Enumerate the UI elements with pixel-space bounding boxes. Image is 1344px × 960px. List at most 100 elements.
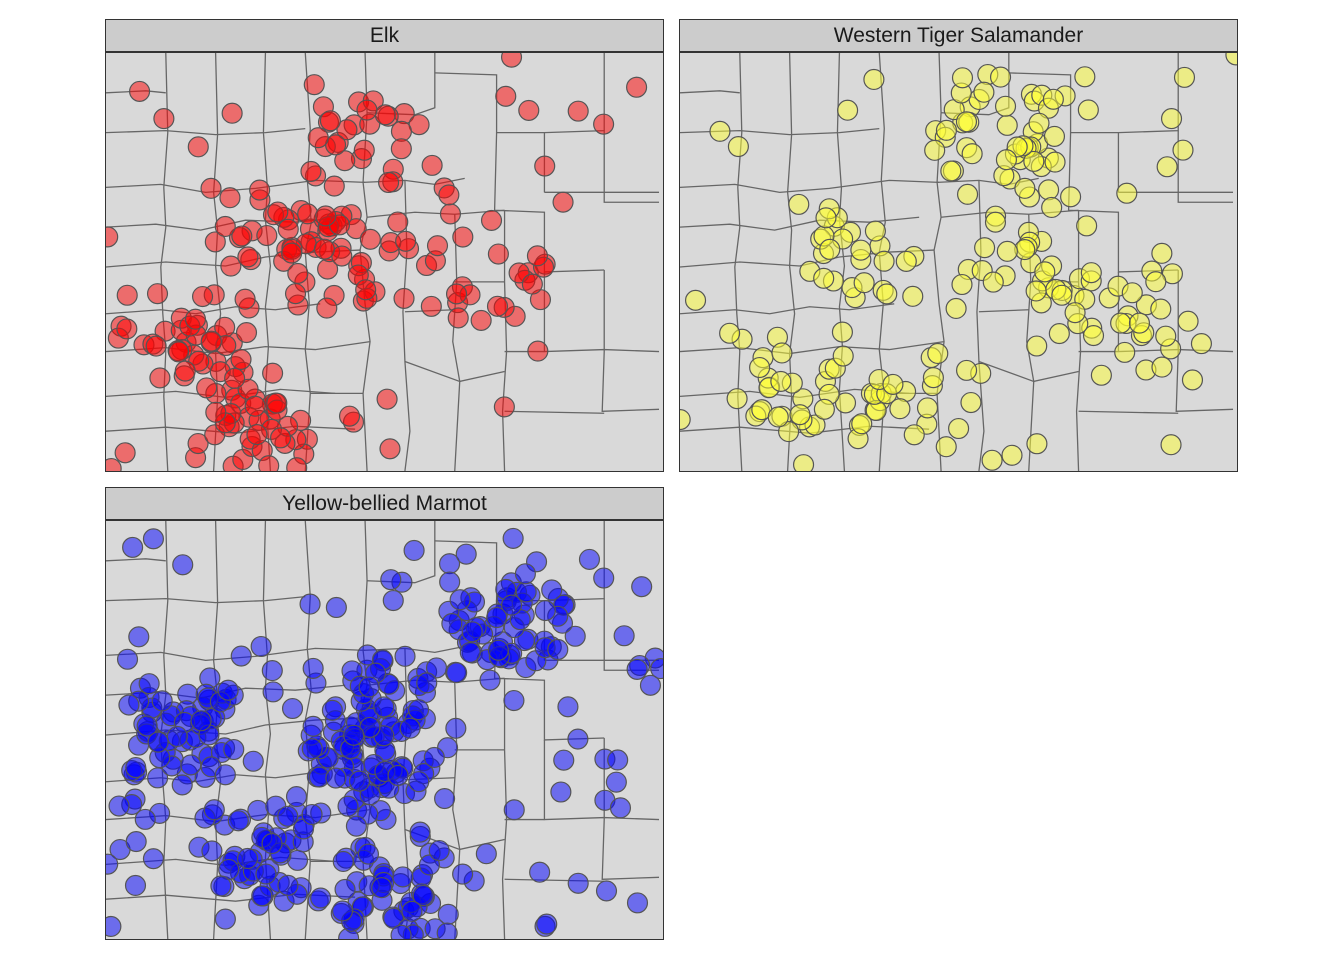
county-boundary xyxy=(106,303,321,315)
occurrence-point xyxy=(418,854,441,876)
occurrence-point xyxy=(301,738,323,760)
occurrence-point xyxy=(470,309,492,331)
occurrence-point xyxy=(832,345,854,367)
occurrence-point xyxy=(315,205,337,227)
occurrence-point xyxy=(246,424,268,446)
occurrence-point xyxy=(251,885,273,907)
occurrence-point xyxy=(336,119,358,141)
county-boundary xyxy=(680,303,895,315)
occurrence-point xyxy=(343,724,365,746)
occurrence-point xyxy=(153,108,175,130)
county-boundary xyxy=(1067,132,1179,273)
occurrence-point xyxy=(286,457,308,471)
occurrence-point xyxy=(1172,139,1194,161)
occurrence-point xyxy=(607,749,629,771)
occurrence-points xyxy=(106,53,648,471)
occurrence-point xyxy=(895,250,917,272)
occurrence-point xyxy=(1116,182,1138,204)
occurrence-point xyxy=(974,237,996,259)
occurrence-point xyxy=(357,843,380,865)
occurrence-point xyxy=(147,731,169,753)
occurrence-point xyxy=(408,699,430,721)
occurrence-point xyxy=(609,797,632,819)
occurrence-point xyxy=(1014,177,1036,199)
occurrence-point xyxy=(727,136,749,158)
occurrence-point xyxy=(749,356,771,379)
occurrence-point xyxy=(214,764,236,786)
occurrence-point xyxy=(536,913,558,935)
occurrence-point xyxy=(168,341,190,363)
occurrence-point xyxy=(593,113,615,135)
county-boundary xyxy=(543,271,660,353)
occurrence-point xyxy=(486,295,509,317)
occurrence-point xyxy=(626,658,648,680)
occurrence-point xyxy=(412,884,434,907)
occurrence-point xyxy=(203,799,225,821)
occurrence-point xyxy=(172,554,194,576)
occurrence-point xyxy=(378,171,400,194)
map-marmot xyxy=(105,520,664,940)
occurrence-point xyxy=(355,279,377,301)
occurrence-point xyxy=(1110,312,1132,334)
occurrence-point xyxy=(217,679,239,701)
occurrence-map-elk xyxy=(106,53,663,471)
occurrence-point xyxy=(1074,66,1096,88)
county-boundary xyxy=(404,360,505,383)
occurrence-point xyxy=(788,193,810,215)
occurrence-point xyxy=(493,396,515,418)
occurrence-point xyxy=(487,639,509,661)
occurrence-point xyxy=(626,892,649,914)
occurrence-point xyxy=(1044,151,1066,173)
occurrence-point xyxy=(984,211,1007,233)
county-boundary xyxy=(1078,410,1179,414)
occurrence-points xyxy=(106,527,663,939)
occurrence-point xyxy=(250,635,272,658)
occurrence-point xyxy=(301,803,323,826)
occurrence-point xyxy=(924,139,946,161)
occurrence-point xyxy=(184,308,207,330)
occurrence-point xyxy=(118,694,140,716)
occurrence-point xyxy=(863,68,885,91)
occurrence-point xyxy=(1034,261,1056,283)
occurrence-point xyxy=(128,626,150,648)
occurrence-point xyxy=(145,335,167,357)
occurrence-point xyxy=(221,102,243,124)
occurrence-point xyxy=(955,111,978,133)
occurrence-point xyxy=(981,449,1003,471)
occurrence-point xyxy=(461,621,483,643)
panel-title-marmot: Yellow-bellied Marmot xyxy=(105,487,664,520)
occurrence-point xyxy=(486,606,508,629)
occurrence-point xyxy=(948,417,970,440)
occurrence-point xyxy=(709,120,731,142)
occurrence-point xyxy=(1082,324,1105,347)
occurrence-point xyxy=(527,340,549,362)
occurrence-point xyxy=(403,539,425,562)
occurrence-point xyxy=(166,725,188,748)
occurrence-point xyxy=(331,900,354,922)
occurrence-point xyxy=(234,288,256,310)
occurrence-point xyxy=(125,831,147,853)
occurrence-point xyxy=(300,160,322,182)
occurrence-point xyxy=(479,669,501,691)
occurrence-point xyxy=(882,373,904,395)
occurrence-point xyxy=(174,360,196,382)
occurrence-point xyxy=(680,408,691,431)
occurrence-point xyxy=(227,810,249,832)
occurrence-point xyxy=(1014,239,1036,261)
occurrence-point xyxy=(302,715,324,737)
occurrence-point xyxy=(837,99,859,121)
occurrence-point xyxy=(281,242,303,264)
occurrence-point xyxy=(142,528,164,550)
occurrence-point xyxy=(297,203,319,225)
occurrence-point xyxy=(262,362,284,384)
occurrence-point xyxy=(382,589,404,612)
occurrence-point xyxy=(393,287,415,309)
occurrence-point xyxy=(374,104,396,126)
occurrence-point xyxy=(778,421,800,443)
occurrence-point xyxy=(771,342,793,364)
occurrence-point xyxy=(261,833,283,855)
occurrence-point xyxy=(1225,53,1237,66)
occurrence-point xyxy=(813,267,835,289)
panel-elk: Elk xyxy=(105,19,664,472)
occurrence-point xyxy=(792,454,815,471)
